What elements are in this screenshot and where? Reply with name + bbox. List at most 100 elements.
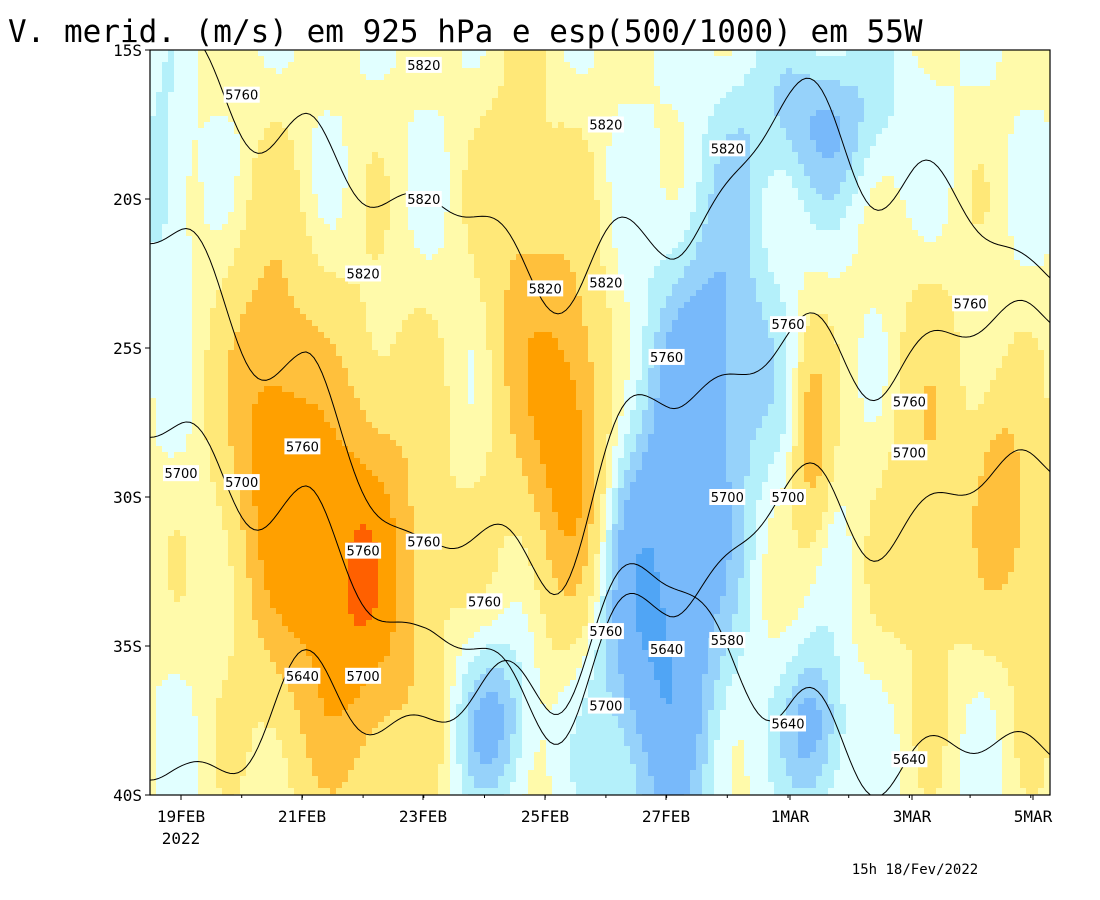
field-cell — [198, 662, 205, 669]
field-cell — [180, 536, 187, 543]
field-cell — [330, 278, 337, 285]
field-cell — [270, 668, 277, 675]
field-cell — [168, 722, 175, 729]
field-cell — [156, 350, 163, 357]
field-cell — [384, 656, 391, 663]
field-cell — [156, 770, 163, 777]
field-cell — [198, 704, 205, 711]
field-cell — [180, 200, 187, 207]
field-cell — [222, 344, 229, 351]
field-cell — [210, 332, 217, 339]
field-cell — [234, 554, 241, 561]
field-cell — [282, 416, 289, 423]
field-cell — [354, 782, 361, 789]
field-cell — [318, 590, 325, 597]
field-cell — [264, 752, 271, 759]
field-cell — [366, 746, 373, 753]
field-cell — [180, 380, 187, 387]
field-cell — [360, 170, 367, 177]
field-cell — [342, 332, 349, 339]
field-cell — [372, 68, 379, 75]
field-cell — [336, 338, 343, 345]
field-cell — [162, 542, 169, 549]
field-cell — [174, 332, 181, 339]
field-cell — [294, 488, 301, 495]
field-cell — [318, 290, 325, 297]
field-cell — [306, 194, 313, 201]
field-cell — [240, 440, 247, 447]
field-cell — [354, 608, 361, 615]
field-cell — [210, 470, 217, 477]
field-cell — [378, 314, 385, 321]
field-cell — [300, 758, 307, 765]
field-cell — [204, 356, 211, 363]
field-cell — [294, 518, 301, 525]
field-cell — [258, 668, 265, 675]
field-cell — [198, 476, 205, 483]
field-cell — [348, 524, 355, 531]
field-cell — [336, 332, 343, 339]
field-cell — [288, 734, 295, 741]
field-cell — [354, 98, 361, 105]
field-cell — [288, 410, 295, 417]
field-cell — [282, 152, 289, 159]
field-cell — [324, 542, 331, 549]
field-cell — [168, 740, 175, 747]
field-cell — [330, 734, 337, 741]
field-cell — [252, 236, 259, 243]
field-cell — [276, 428, 283, 435]
field-cell — [198, 56, 205, 63]
field-cell — [318, 134, 325, 141]
field-cell — [258, 80, 265, 87]
field-cell — [360, 584, 367, 591]
field-cell — [240, 590, 247, 597]
field-cell — [210, 440, 217, 447]
field-cell — [156, 740, 163, 747]
field-cell — [360, 284, 367, 291]
field-cell — [180, 386, 187, 393]
field-cell — [258, 458, 265, 465]
field-cell — [174, 452, 181, 459]
field-cell — [222, 590, 229, 597]
field-cell — [342, 572, 349, 579]
field-cell — [150, 662, 157, 669]
field-cell — [366, 488, 373, 495]
field-cell — [180, 296, 187, 303]
field-cell — [234, 662, 241, 669]
field-cell — [228, 74, 235, 81]
field-cell — [162, 722, 169, 729]
field-cell — [300, 632, 307, 639]
field-cell — [264, 56, 271, 63]
field-cell — [276, 500, 283, 507]
field-cell — [192, 596, 199, 603]
field-cell — [216, 218, 223, 225]
field-cell — [204, 374, 211, 381]
field-cell — [246, 194, 253, 201]
field-cell — [258, 710, 265, 717]
field-cell — [252, 290, 259, 297]
field-cell — [168, 320, 175, 327]
field-cell — [174, 614, 181, 621]
field-cell — [366, 740, 373, 747]
field-cell — [324, 782, 331, 789]
field-cell — [366, 398, 373, 405]
field-cell — [288, 704, 295, 711]
field-cell — [324, 632, 331, 639]
field-cell — [360, 86, 367, 93]
field-cell — [240, 158, 247, 165]
field-cell — [336, 368, 343, 375]
field-cell — [246, 446, 253, 453]
field-cell — [198, 416, 205, 423]
field-cell — [264, 482, 271, 489]
field-cell — [180, 188, 187, 195]
field-cell — [192, 656, 199, 663]
field-cell — [384, 224, 391, 231]
field-cell — [174, 224, 181, 231]
field-cell — [288, 542, 295, 549]
field-cell — [150, 614, 157, 621]
field-cell — [222, 524, 229, 531]
field-cell — [366, 140, 373, 147]
field-cell — [282, 542, 289, 549]
field-cell — [156, 158, 163, 165]
field-cell — [318, 218, 325, 225]
